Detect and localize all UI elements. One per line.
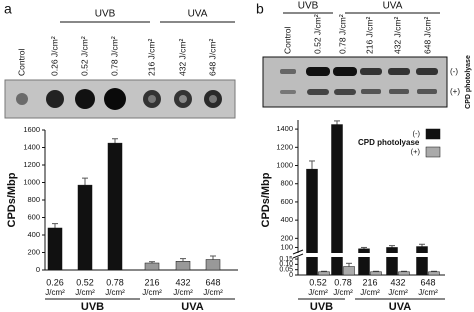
lane-label: 432 J/cm² (177, 39, 187, 76)
axis-break (292, 253, 442, 257)
bar (398, 271, 410, 276)
y-tick-label: 1000 (23, 177, 40, 186)
x-unit-label: J/cm² (105, 288, 125, 297)
y-tick-label: 0.15 (279, 256, 293, 263)
bar (318, 271, 330, 276)
bar (47, 227, 63, 271)
y-tick-label: 600 (27, 212, 40, 221)
x-unit-label: J/cm² (173, 288, 193, 297)
panel-label: a (4, 1, 12, 17)
blot-dots (16, 88, 222, 110)
bar (386, 247, 398, 276)
group-label: UVA (188, 9, 208, 20)
bar (175, 261, 191, 271)
y-tick-label: 800 (27, 195, 40, 204)
y-tick-label: 0 (36, 265, 40, 274)
legend-label: (+) (411, 147, 421, 156)
y-tick-label: 1400 (23, 142, 40, 151)
group-label: UVA (389, 301, 411, 312)
western-blot (262, 56, 448, 108)
y-axis-label: CPDs/Mbp (6, 172, 18, 227)
x-tick-label: 432 (175, 277, 190, 287)
lane-label: Control (16, 48, 26, 76)
x-unit-label: J/cm² (45, 288, 65, 297)
blot-side-label: (+) (450, 87, 460, 96)
bar (428, 271, 440, 276)
x-unit-label: J/cm² (388, 288, 408, 297)
lane-label: 0.78 J/cm² (337, 14, 347, 54)
y-tick-label: 0.05 (279, 267, 293, 274)
lane-label: 0.52 J/cm² (79, 36, 89, 76)
lane-label: 432 J/cm² (392, 17, 402, 54)
lane-label: 0.52 J/cm² (312, 14, 322, 54)
y-tick-label: 600 (280, 197, 293, 206)
lane-label: 216 J/cm² (364, 17, 374, 54)
y-tick-label: 0 (289, 272, 293, 279)
x-tick-label: 648 (205, 277, 220, 287)
y-tick-label: 800 (280, 179, 293, 188)
blot-bands (280, 67, 438, 95)
y-tick-label: 400 (27, 230, 40, 239)
x-tick-label: 0.52 (76, 277, 94, 287)
x-unit-label: J/cm² (360, 288, 380, 297)
bar (306, 168, 318, 276)
x-tick-label: 0.78 (106, 277, 124, 287)
x-unit-label: J/cm² (203, 288, 223, 297)
y-tick-label: 0.10 (279, 261, 293, 268)
group-label: UVB (310, 301, 333, 312)
x-tick-label: 216 (144, 277, 159, 287)
y-axis-label: CPDs/Mbp (260, 172, 272, 227)
y-tick-label: 1600 (23, 125, 40, 134)
group-label: UVB (81, 301, 104, 312)
legend-title: CPD photolyase (358, 138, 420, 147)
lane-label: 0.78 J/cm² (109, 36, 119, 76)
lane-label: 648 J/cm² (422, 17, 432, 54)
group-label: UVA (181, 301, 203, 312)
x-unit-label: J/cm² (75, 288, 95, 297)
bar (343, 266, 355, 276)
bar (77, 184, 93, 271)
x-unit-label: J/cm² (333, 288, 353, 297)
x-unit-label: J/cm² (418, 288, 438, 297)
x-unit-label: J/cm² (308, 288, 328, 297)
legend-swatch (425, 146, 441, 158)
break-mark (292, 249, 304, 259)
x-tick-label: 0.26 (46, 277, 64, 287)
lane-label: 0.26 J/cm² (49, 36, 59, 76)
y-tick-label: 1000 (276, 161, 293, 170)
x-tick-label: 0.52 (309, 277, 327, 287)
bar (107, 142, 123, 271)
group-label: UVB (298, 1, 319, 12)
blot-side-title: CPD photolyase (465, 55, 472, 109)
y-tick-label: 1200 (276, 142, 293, 151)
group-label: UVB (95, 9, 116, 20)
bar (205, 259, 221, 271)
legend-label: (-) (413, 129, 421, 138)
group-label: UVA (383, 1, 403, 12)
y-tick-label: 200 (280, 233, 293, 242)
bar (370, 271, 382, 276)
lane-label: 216 J/cm² (146, 39, 156, 76)
bar (416, 246, 428, 276)
y-tick-label: 400 (280, 215, 293, 224)
y-tick-label: 1200 (23, 160, 40, 169)
y-tick-label: 100 (280, 242, 293, 251)
bar (358, 248, 370, 276)
x-tick-label: 0.78 (334, 277, 352, 287)
bar (331, 124, 343, 276)
x-tick-label: 432 (390, 277, 405, 287)
x-unit-label: J/cm² (142, 288, 162, 297)
y-tick-label: 1400 (276, 124, 293, 133)
y-tick-label: 200 (27, 247, 40, 256)
lane-label: 648 J/cm² (207, 39, 217, 76)
x-tick-label: 648 (420, 277, 435, 287)
legend-swatch (425, 128, 441, 140)
x-tick-label: 216 (362, 277, 377, 287)
blot-side-label: (-) (450, 67, 458, 76)
bar (144, 262, 160, 271)
lane-label: Control (282, 26, 292, 54)
panel-label: b (256, 1, 264, 17)
